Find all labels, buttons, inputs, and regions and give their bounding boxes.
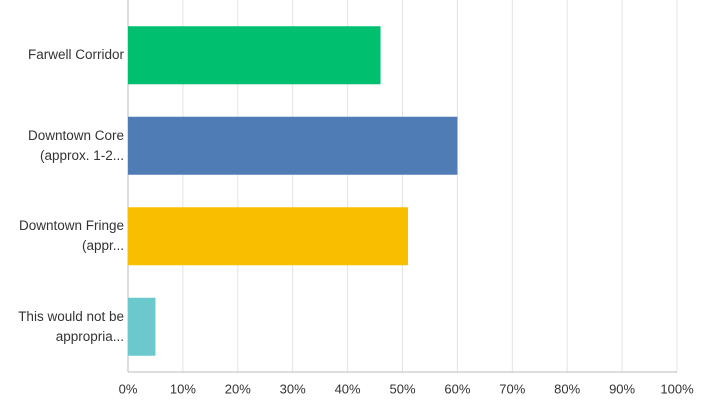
bar <box>128 116 458 175</box>
x-tick-label: 30% <box>280 381 306 396</box>
y-tick-label: This would not be appropria... <box>18 308 124 344</box>
y-tick-label: Farwell Corridor <box>27 47 124 63</box>
x-tick-label: 10% <box>170 381 196 396</box>
x-tick-label: 90% <box>609 381 635 396</box>
x-tick-label: 40% <box>335 381 361 396</box>
bar <box>128 26 381 85</box>
x-tick-label: 20% <box>225 381 251 396</box>
x-tick-label: 100% <box>660 381 694 396</box>
x-tick-label: 60% <box>444 381 470 396</box>
x-tick-label: 50% <box>389 381 415 396</box>
x-tick-label: 70% <box>499 381 525 396</box>
y-tick-label: Downtown Fringe (appr... <box>18 218 124 254</box>
x-tick-label: 0% <box>119 381 138 396</box>
bar <box>128 297 156 356</box>
x-tick-label: 80% <box>554 381 580 396</box>
y-tick-label: Downtown Core (approx. 1-2... <box>27 127 124 163</box>
bar <box>128 207 408 266</box>
